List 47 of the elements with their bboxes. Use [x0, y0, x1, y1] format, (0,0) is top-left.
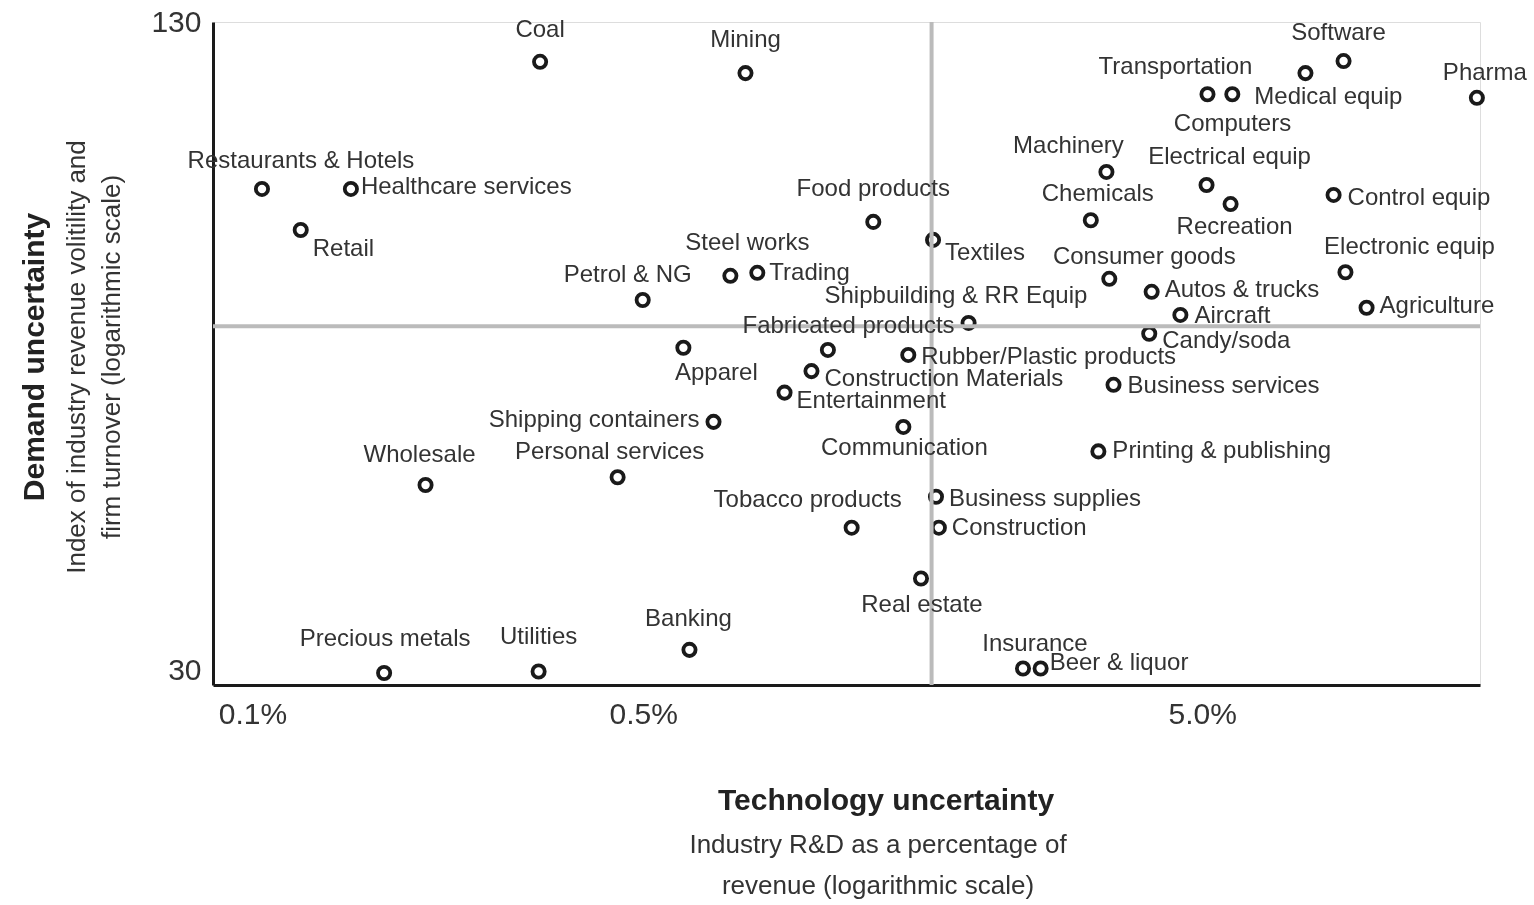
- annotation: Coal: [515, 14, 565, 42]
- annotation: Business services: [1127, 370, 1320, 398]
- annotation: Petrol & NG: [563, 260, 692, 288]
- annotation: Tobacco products: [713, 484, 902, 512]
- y-tick-label: 130: [151, 4, 202, 38]
- annotation: Wholesale: [363, 439, 476, 467]
- text: Industry R&D as a percentage of revenue (logarithmic scale): [689, 829, 1068, 900]
- annotation: Agriculture: [1379, 290, 1495, 318]
- annotation: Personal services: [514, 437, 705, 465]
- annotation: Transportation: [1098, 52, 1253, 80]
- annotation: Electronic equip: [1324, 232, 1495, 260]
- annotation: Healthcare services: [360, 171, 572, 199]
- annotation: Utilities: [499, 622, 578, 650]
- annotation: Machinery: [1013, 130, 1124, 158]
- annotation: Aircraft: [1194, 300, 1271, 328]
- annotation: Retail: [312, 233, 375, 261]
- annotation: Fabricated products: [742, 310, 955, 338]
- annotation: Consumer goods: [1052, 241, 1236, 269]
- annotation: Real estate: [861, 589, 983, 617]
- annotation: Computers: [1173, 109, 1292, 137]
- y-axis-title: Demand uncertainty: [17, 212, 50, 502]
- annotation: Apparel: [675, 357, 758, 385]
- annotation: Shipping containers: [488, 404, 700, 432]
- annotation: Mining: [710, 25, 781, 53]
- annotation: Medical equip: [1254, 82, 1403, 110]
- annotation: Construction: [951, 512, 1087, 540]
- annotation: Communication: [820, 432, 988, 460]
- text: Index of industry revenue volitility and firm turnover (logarithmic scale): [61, 140, 126, 574]
- annotation: Software: [1291, 18, 1386, 46]
- annotation: Electrical equip: [1148, 142, 1311, 169]
- y-tick-label: 30: [168, 652, 202, 686]
- x-tick-label: 0.1%: [218, 696, 288, 730]
- x-tick-label: 5.0%: [1168, 696, 1237, 730]
- annotation: Steel works: [685, 227, 810, 255]
- annotation: Textiles: [945, 237, 1026, 265]
- annotation: Food products: [796, 173, 950, 201]
- annotation: Business supplies: [948, 483, 1142, 511]
- annotation: Control equip: [1347, 182, 1491, 210]
- annotation: Precious metals: [299, 623, 471, 651]
- annotation: Pharma: [1442, 57, 1528, 85]
- annotation: Recreation: [1176, 212, 1293, 240]
- x-tick-label: 0.5%: [609, 696, 678, 730]
- annotation: Banking: [645, 603, 732, 631]
- annotation: Autos & trucks: [1164, 274, 1320, 302]
- x-axis-title: Technology uncertainty: [717, 783, 1055, 816]
- annotation: Chemicals: [1041, 179, 1154, 207]
- annotation: Printing & publishing: [1112, 436, 1332, 464]
